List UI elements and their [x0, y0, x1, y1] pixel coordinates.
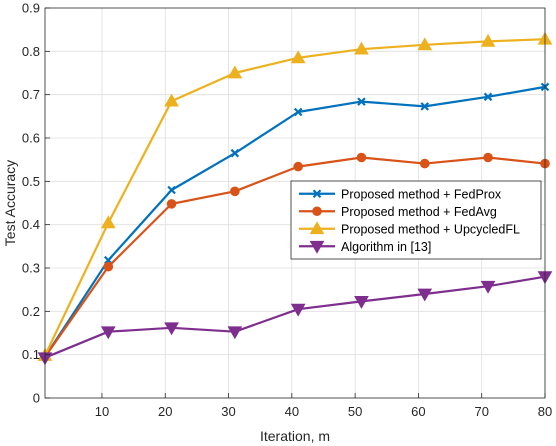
legend-label: Proposed method + FedAvg — [341, 205, 497, 219]
data-point — [166, 199, 177, 209]
data-point — [227, 326, 243, 340]
y-tick-label: 0.4 — [22, 217, 40, 232]
y-axis-label: Test Accuracy — [2, 160, 18, 246]
y-tick-label: 0.2 — [22, 304, 40, 319]
data-point — [164, 322, 179, 336]
x-tick-label: 70 — [474, 404, 488, 419]
data-point — [354, 41, 369, 55]
y-tick-label: 0.9 — [22, 1, 40, 16]
y-tick-label: 0.5 — [22, 174, 40, 189]
data-point — [227, 65, 243, 79]
data-point — [103, 261, 114, 272]
data-point — [312, 189, 322, 199]
legend: Proposed method + FedProx Proposed method… — [290, 180, 542, 260]
data-point — [290, 50, 306, 64]
x-tick-label: 10 — [95, 404, 109, 419]
y-tick-label: 0 — [33, 391, 40, 406]
data-point — [417, 288, 433, 302]
legend-label: Proposed method + FedProx — [341, 187, 502, 201]
legend-item: Proposed method + FedAvg — [299, 205, 497, 219]
data-point — [293, 107, 303, 117]
x-tick-label: 60 — [411, 404, 425, 419]
data-point — [312, 206, 322, 217]
legend-item: Proposed method + UpcycledFL — [299, 221, 520, 236]
x-tick-label: 20 — [158, 404, 172, 419]
data-point — [483, 92, 493, 102]
x-axis-ticks: 10 20 30 40 50 60 70 80 — [95, 393, 552, 419]
x-tick-label: 30 — [221, 404, 235, 419]
y-tick-label: 0.3 — [22, 261, 40, 276]
data-point — [483, 152, 493, 163]
x-tick-label: 80 — [538, 404, 552, 419]
legend-label: Proposed method + UpcycledFL — [341, 222, 520, 236]
legend-item: Algorithm in [13] — [299, 240, 431, 254]
data-point — [293, 161, 303, 172]
series-layer — [37, 31, 553, 366]
data-point — [230, 186, 240, 197]
y-tick-label: 0.8 — [22, 44, 40, 59]
data-point — [480, 33, 496, 47]
data-point — [230, 148, 240, 158]
x-tick-label: 50 — [348, 404, 362, 419]
legend-item: Proposed method + FedProx — [299, 187, 502, 201]
legend-label: Algorithm in [13] — [341, 240, 431, 254]
data-point — [417, 37, 433, 51]
data-point — [167, 185, 176, 195]
data-point — [100, 326, 116, 340]
data-point — [309, 221, 325, 235]
data-point — [290, 303, 306, 317]
x-tick-label: 40 — [285, 404, 299, 419]
data-point — [100, 215, 116, 229]
data-point — [356, 152, 367, 163]
y-tick-label: 0.6 — [22, 131, 40, 146]
y-tick-label: 0.1 — [22, 347, 40, 362]
plot-frame — [44, 7, 546, 399]
data-point — [354, 295, 369, 309]
data-point — [419, 158, 430, 169]
series — [37, 271, 553, 366]
x-axis-label: Iteration, m — [260, 428, 330, 444]
data-point — [420, 102, 430, 111]
y-tick-label: 0.7 — [22, 87, 40, 102]
data-point — [480, 280, 496, 294]
data-point — [164, 93, 179, 107]
data-point — [309, 240, 325, 254]
y-axis-ticks: 0 0.1 0.2 0.3 0.4 0.5 0.6 0.7 0.8 0.9 — [22, 1, 50, 406]
data-point — [357, 97, 366, 106]
